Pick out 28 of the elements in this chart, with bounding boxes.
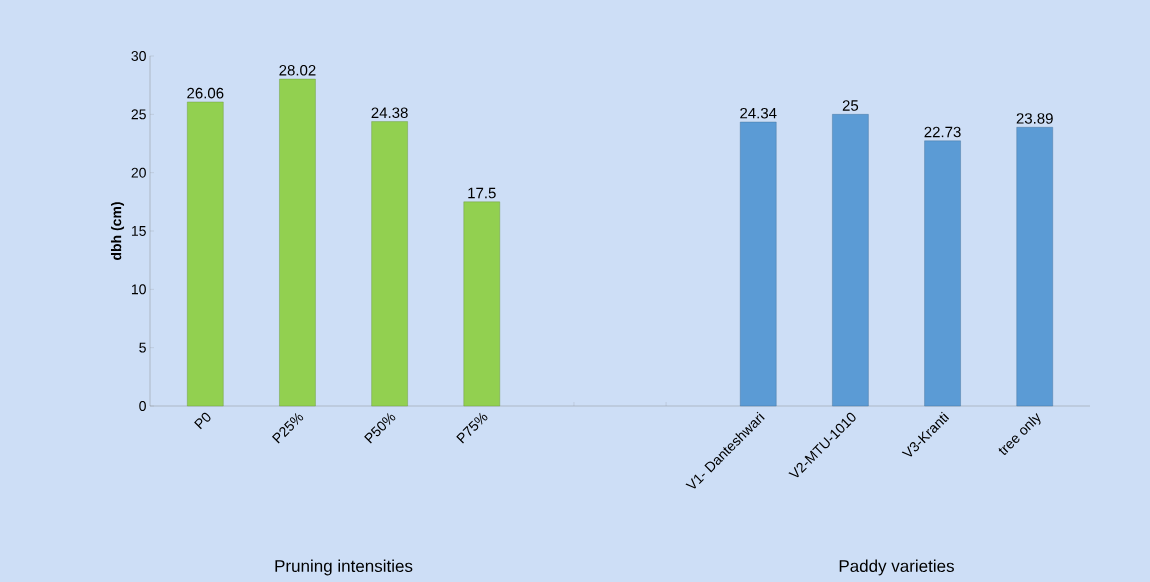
- data-label: 23.89: [1016, 113, 1053, 124]
- data-label: 22.73: [924, 126, 961, 138]
- data-label: 25: [842, 100, 859, 111]
- bar: [279, 78, 316, 407]
- y-tick-label: 20: [131, 167, 146, 178]
- bar: [740, 121, 777, 407]
- data-label: 17.5: [468, 187, 496, 199]
- y-axis-title: dbh (cm): [110, 202, 125, 260]
- text: Paddy varieties: [839, 559, 954, 576]
- bar: [187, 101, 224, 407]
- bar: [371, 121, 408, 407]
- text: Pruning intensities: [275, 559, 413, 576]
- y-tick-label: 30: [131, 51, 146, 61]
- y-tick-label: 5: [139, 342, 146, 353]
- bar: [463, 201, 500, 407]
- data-label: 28.02: [279, 64, 316, 76]
- data-label: 24.34: [740, 107, 777, 119]
- x-tick-label: tree only: [998, 412, 1041, 455]
- bar: [1016, 127, 1053, 407]
- bar: [924, 140, 961, 407]
- bar: [832, 114, 869, 407]
- data-label: 26.06: [187, 87, 224, 99]
- x-tick-label: P0: [194, 412, 211, 430]
- y-tick-label: 10: [131, 284, 146, 295]
- y-tick-label: 25: [131, 109, 146, 120]
- y-tick-label: 15: [131, 226, 146, 236]
- data-label: 24.38: [371, 107, 408, 119]
- y-tick-label: 0: [139, 401, 146, 411]
